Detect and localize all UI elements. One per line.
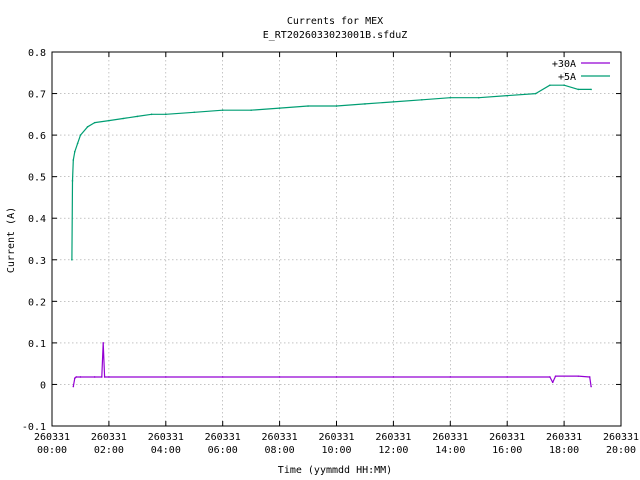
x-tick-date-label: 260331 xyxy=(205,432,241,443)
data-point xyxy=(79,134,82,136)
data-point xyxy=(506,376,509,378)
y-tick-label: 0.3 xyxy=(28,256,46,267)
data-point xyxy=(307,105,309,107)
data-point xyxy=(108,376,110,378)
y-tick-label: 0.5 xyxy=(28,173,46,184)
data-point xyxy=(221,376,224,378)
data-point xyxy=(102,342,105,344)
data-point xyxy=(477,96,480,99)
data-point xyxy=(392,101,395,103)
data-point xyxy=(221,109,224,111)
x-tick-time-label: 08:00 xyxy=(265,445,295,456)
chart-subtitle: E_RT2026033023001B.sfduZ xyxy=(263,30,408,41)
x-tick-time-label: 10:00 xyxy=(321,445,351,456)
data-point xyxy=(93,121,96,124)
legend-label: +5A xyxy=(558,72,576,83)
data-point xyxy=(79,376,82,378)
data-point xyxy=(278,107,281,109)
data-point xyxy=(75,376,77,378)
y-tick-label: 0.7 xyxy=(28,90,46,101)
data-point xyxy=(577,88,580,91)
legend-label: +30A xyxy=(552,59,576,70)
x-tick-time-label: 02:00 xyxy=(94,445,124,456)
data-point xyxy=(71,258,73,261)
data-point xyxy=(364,103,366,105)
x-tick-date-label: 260331 xyxy=(318,432,354,443)
data-point xyxy=(577,375,580,377)
series-line-1 xyxy=(72,342,592,387)
x-tick-date-label: 260331 xyxy=(34,432,70,443)
data-point xyxy=(421,98,423,101)
x-tick-date-label: 260331 xyxy=(603,432,639,443)
data-point xyxy=(193,111,196,114)
data-point xyxy=(72,385,75,388)
data-point xyxy=(165,113,167,116)
y-tick-label: 0.8 xyxy=(28,48,46,59)
data-point xyxy=(549,376,551,378)
x-tick-date-label: 260331 xyxy=(489,432,525,443)
y-tick-label: 0.6 xyxy=(28,131,46,142)
plot-frame xyxy=(51,51,622,427)
x-tick-date-label: 260331 xyxy=(262,432,298,443)
data-point xyxy=(86,126,89,128)
x-tick-time-label: 16:00 xyxy=(492,445,522,456)
data-point xyxy=(563,84,565,87)
data-point xyxy=(554,375,557,377)
legend: +30A +5A xyxy=(552,59,610,83)
x-tick-date-label: 260331 xyxy=(375,432,411,443)
series-line-2 xyxy=(71,84,592,260)
data-point xyxy=(108,119,110,122)
data-point xyxy=(150,113,153,116)
x-tick-time-label: 20:00 xyxy=(606,445,636,456)
data-point xyxy=(551,381,554,384)
x-tick-date-label: 260331 xyxy=(546,432,582,443)
data-point xyxy=(165,376,167,378)
chart-title: Currents for MEX xyxy=(287,16,383,27)
data-point xyxy=(136,115,139,118)
data-point xyxy=(71,180,74,182)
y-tick-label: 0.2 xyxy=(28,297,46,308)
x-tick-date-label: 260331 xyxy=(432,432,468,443)
data-point xyxy=(590,88,592,91)
data-point xyxy=(100,376,103,378)
data-point xyxy=(392,376,395,378)
data-point xyxy=(335,376,338,378)
data-point xyxy=(250,109,252,111)
data-point xyxy=(278,376,281,378)
data-point xyxy=(449,96,452,99)
data-point xyxy=(73,150,76,153)
y-tick-label: 0.4 xyxy=(28,214,46,225)
data-point xyxy=(549,84,551,87)
x-tick-time-label: 06:00 xyxy=(208,445,238,456)
data-point xyxy=(449,376,452,378)
data-point xyxy=(590,385,592,388)
x-tick-time-label: 14:00 xyxy=(435,445,465,456)
data-point xyxy=(72,159,75,161)
x-tick-date-label: 260331 xyxy=(91,432,127,443)
x-tick-time-label: 00:00 xyxy=(37,445,67,456)
data-point xyxy=(76,142,79,145)
data-point xyxy=(73,377,76,380)
data-point xyxy=(122,117,124,120)
data-point xyxy=(93,376,96,378)
x-tick-time-label: 04:00 xyxy=(151,445,181,456)
y-tick-label: -0.1 xyxy=(22,422,46,433)
series-lines xyxy=(71,84,592,388)
x-tick-time-label: 18:00 xyxy=(549,445,579,456)
y-tick-label: 0 xyxy=(40,380,46,391)
data-point xyxy=(588,376,591,378)
y-tick-label: 0.1 xyxy=(28,339,46,350)
x-tick-date-label: 260331 xyxy=(148,432,184,443)
data-point xyxy=(103,376,106,378)
data-point xyxy=(506,94,509,97)
x-tick-time-label: 12:00 xyxy=(378,445,408,456)
axis-ticks: -0.1 0 0.1 0.2 0.3 0.4 0.5 0.6 0.7 0.8 260331 00:00… xyxy=(22,48,639,456)
grid xyxy=(51,51,622,427)
data-point xyxy=(534,92,537,95)
data-point xyxy=(335,105,338,107)
x-axis-label: Time (yymmdd HH:MM) xyxy=(278,465,392,476)
y-axis-label: Current (A) xyxy=(6,207,17,273)
